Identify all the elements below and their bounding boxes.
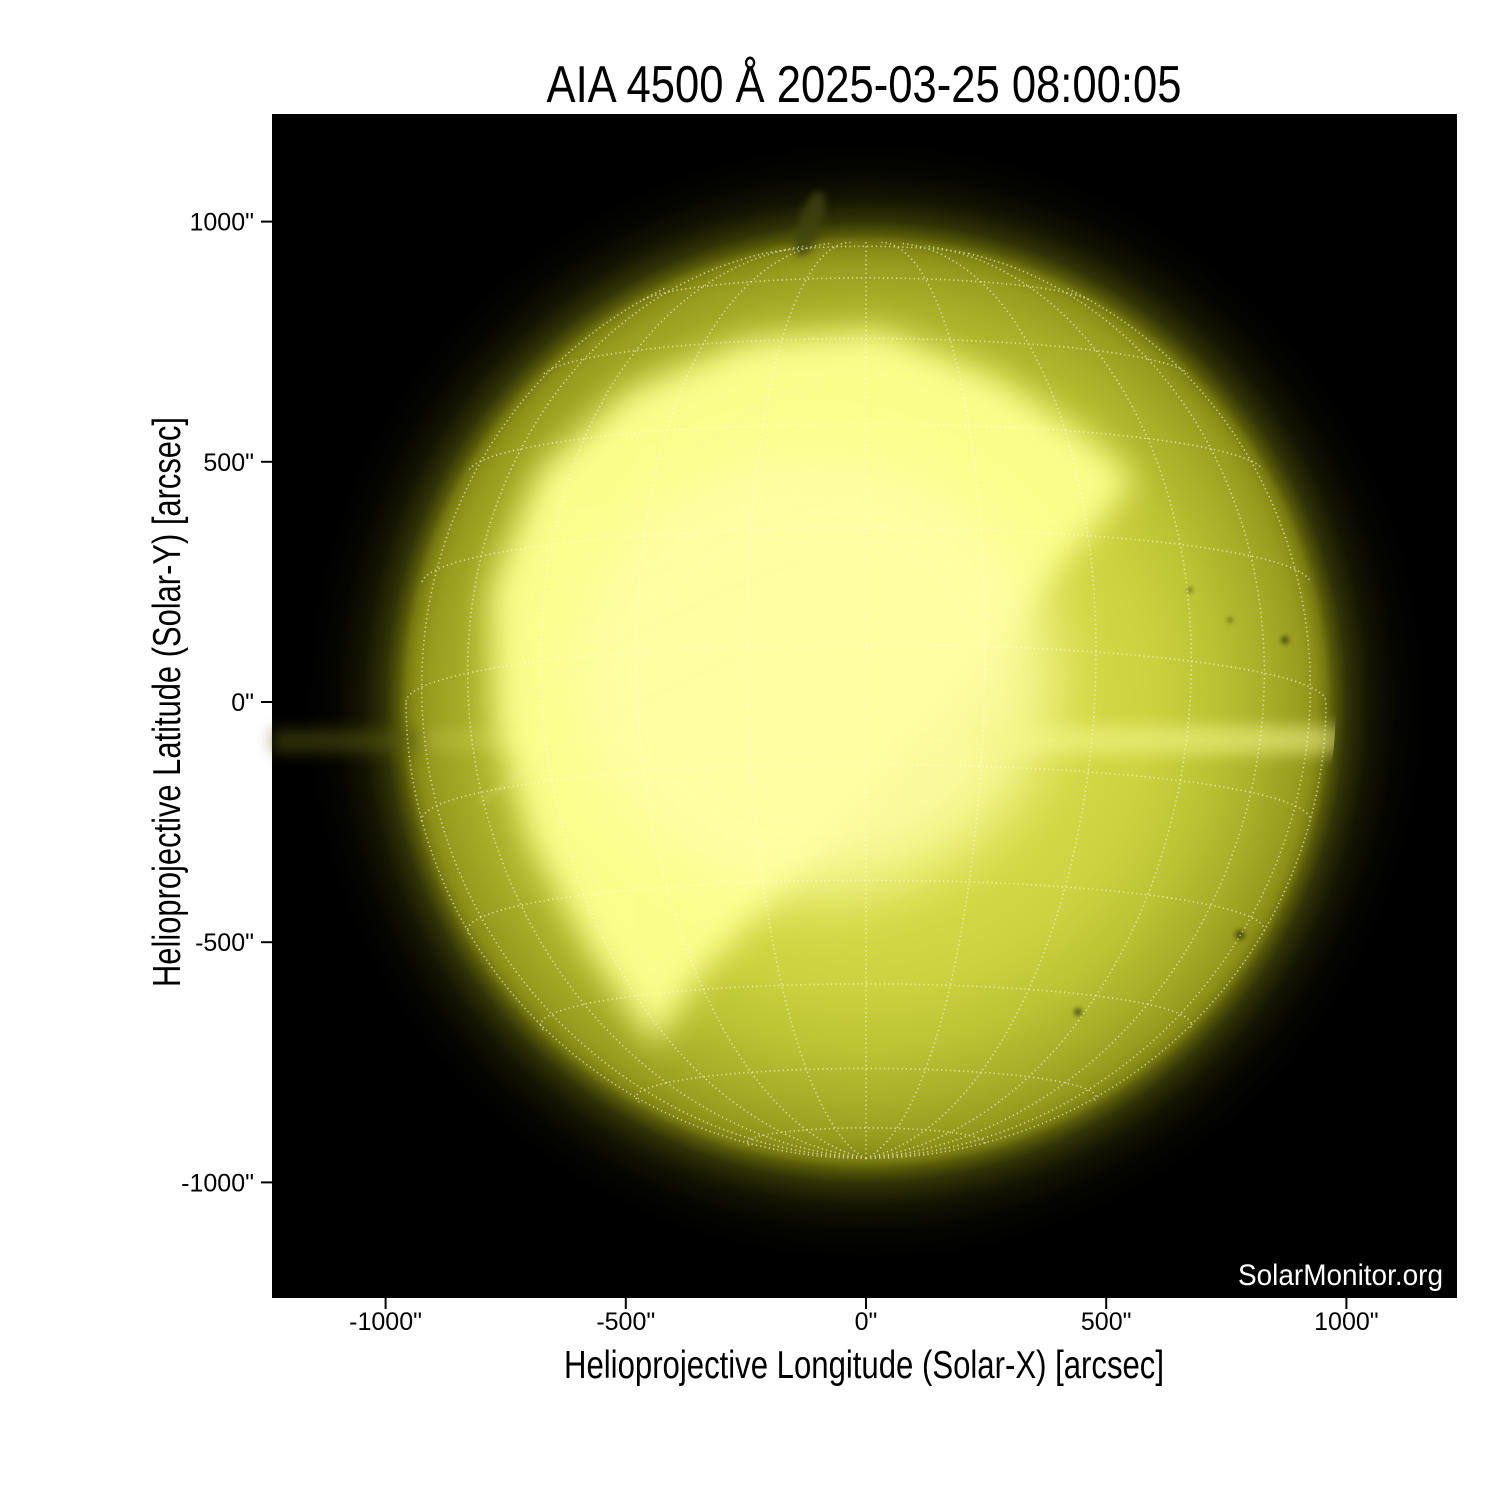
x-tick-label: 500" [1081,1308,1132,1336]
watermark: SolarMonitor.org [1238,1259,1443,1292]
off-limb-band [272,730,422,752]
figure-title: AIA 4500 Å 2025-03-25 08:00:05 [547,56,1182,114]
y-tick-label: -500" [195,929,254,957]
y-tick-label: 500" [203,449,254,477]
axis-ticks: -1000" -500" 0" 500" 1000" 1000" 500" 0" -500" -1… [181,209,1378,1336]
x-tick-label: -1000" [349,1308,422,1336]
plot-area: SolarMonitor.org [272,114,1457,1298]
on-disk-features [422,330,1336,1045]
x-tick-label: -500" [596,1308,655,1336]
sun-core-hotspot [572,454,1052,894]
equatorial-band-west [972,726,1336,754]
sunspot-specks [1074,587,1289,1016]
heliographic-grid [405,241,1327,1160]
filament-arcs [478,378,832,804]
y-tick-label: 0" [231,689,254,717]
x-axis-label: Helioprojective Longitude (Solar-X) [arc… [564,1344,1164,1387]
y-tick-label: 1000" [190,209,255,237]
polar-plume [794,191,826,257]
y-tick-label: -1000" [181,1169,254,1197]
x-tick-label: 1000" [1314,1308,1379,1336]
x-tick-label: 0" [855,1308,878,1336]
y-axis-label: Helioprojective Latitude (Solar-Y) [arcs… [146,417,189,987]
